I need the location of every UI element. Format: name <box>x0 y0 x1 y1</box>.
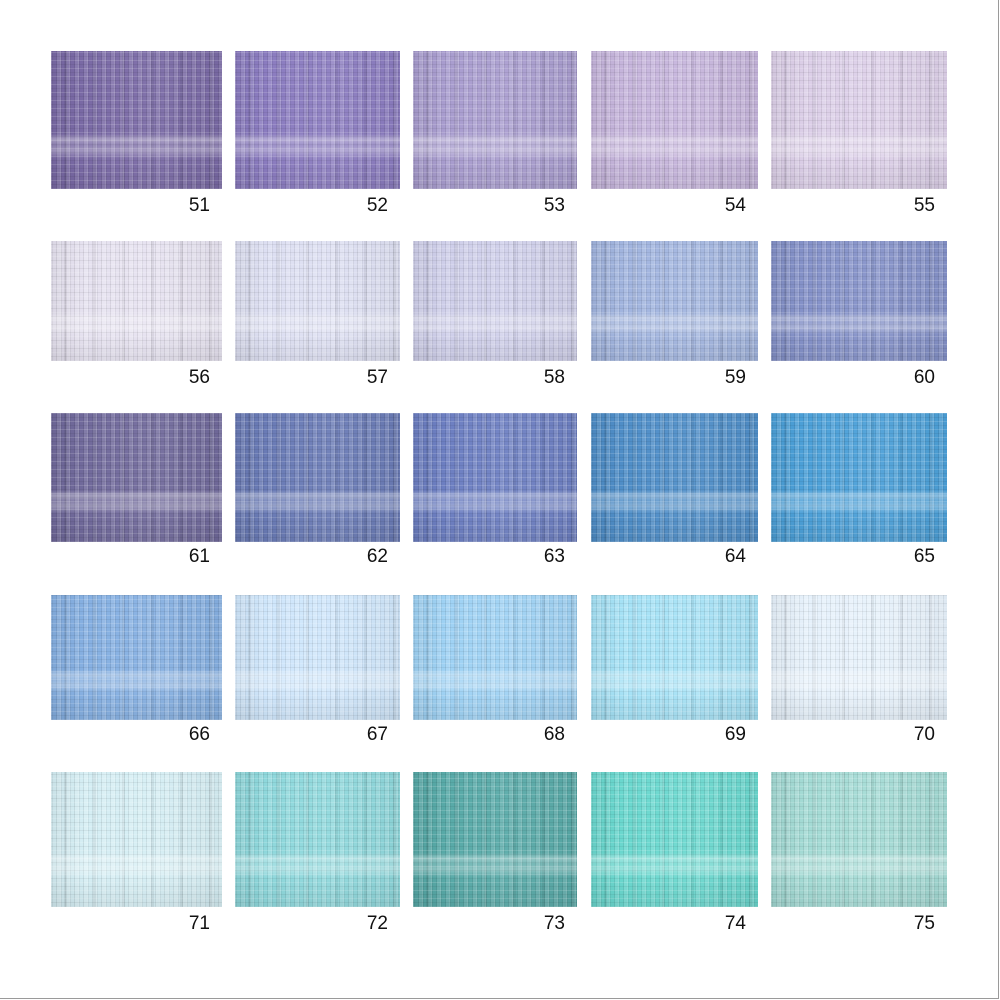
swatch-card: 52 <box>235 51 400 218</box>
color-swatch <box>51 51 222 189</box>
swatch-number: 66 <box>188 724 210 745</box>
swatch-card: 69 <box>591 595 758 747</box>
color-swatch <box>235 772 400 907</box>
swatch-number: 72 <box>366 913 388 934</box>
swatch-number: 51 <box>188 195 210 216</box>
swatch-card: 58 <box>413 241 577 390</box>
color-swatch <box>51 413 222 542</box>
swatch-number: 52 <box>366 195 388 216</box>
color-swatch <box>771 595 947 720</box>
swatch-card: 71 <box>51 772 222 936</box>
swatch-card: 57 <box>235 241 400 390</box>
swatch-number: 59 <box>724 367 746 388</box>
swatch-card: 60 <box>771 241 947 390</box>
swatch-number: 56 <box>188 367 210 388</box>
color-swatch <box>413 595 577 720</box>
swatch-number: 67 <box>366 724 388 745</box>
swatch-number: 54 <box>724 195 746 216</box>
swatch-card: 70 <box>771 595 947 747</box>
color-swatch <box>591 413 758 542</box>
color-swatch <box>235 413 400 542</box>
swatch-number: 68 <box>543 724 565 745</box>
swatch-number: 60 <box>913 367 935 388</box>
swatch-card: 56 <box>51 241 222 390</box>
color-swatch <box>771 241 947 361</box>
swatch-card: 64 <box>591 413 758 569</box>
color-swatch <box>591 595 758 720</box>
swatch-card: 74 <box>591 772 758 936</box>
color-swatch <box>51 772 222 907</box>
color-swatch <box>51 595 222 720</box>
swatch-number: 53 <box>543 195 565 216</box>
color-swatch <box>413 51 577 189</box>
swatch-number: 63 <box>543 546 565 567</box>
swatch-card: 67 <box>235 595 400 747</box>
swatch-number: 71 <box>188 913 210 934</box>
swatch-card: 62 <box>235 413 400 569</box>
swatch-number: 69 <box>724 724 746 745</box>
color-swatch <box>413 772 577 907</box>
swatch-number: 64 <box>724 546 746 567</box>
swatch-number: 73 <box>543 913 565 934</box>
swatch-card: 68 <box>413 595 577 747</box>
color-swatch <box>235 241 400 361</box>
swatch-card: 66 <box>51 595 222 747</box>
swatch-card: 63 <box>413 413 577 569</box>
swatch-card: 54 <box>591 51 758 218</box>
swatch-card: 75 <box>771 772 947 936</box>
swatch-number: 62 <box>366 546 388 567</box>
color-swatch <box>771 51 947 189</box>
color-swatch <box>413 413 577 542</box>
swatch-card: 51 <box>51 51 222 218</box>
color-swatch <box>771 413 947 542</box>
color-swatch <box>591 772 758 907</box>
swatch-card: 72 <box>235 772 400 936</box>
swatch-card: 61 <box>51 413 222 569</box>
swatch-card: 59 <box>591 241 758 390</box>
color-swatch <box>51 241 222 361</box>
swatch-card: 73 <box>413 772 577 936</box>
swatch-card: 55 <box>771 51 947 218</box>
swatch-number: 75 <box>913 913 935 934</box>
swatch-number: 58 <box>543 367 565 388</box>
swatch-card: 53 <box>413 51 577 218</box>
swatch-card: 65 <box>771 413 947 569</box>
swatch-number: 74 <box>724 913 746 934</box>
swatch-number: 70 <box>913 724 935 745</box>
swatch-number: 57 <box>366 367 388 388</box>
color-swatch <box>235 595 400 720</box>
color-swatch <box>591 51 758 189</box>
color-swatch <box>413 241 577 361</box>
color-swatch <box>591 241 758 361</box>
swatch-number: 55 <box>913 195 935 216</box>
color-swatch <box>771 772 947 907</box>
swatch-number: 65 <box>913 546 935 567</box>
swatch-number: 61 <box>188 546 210 567</box>
color-swatch <box>235 51 400 189</box>
